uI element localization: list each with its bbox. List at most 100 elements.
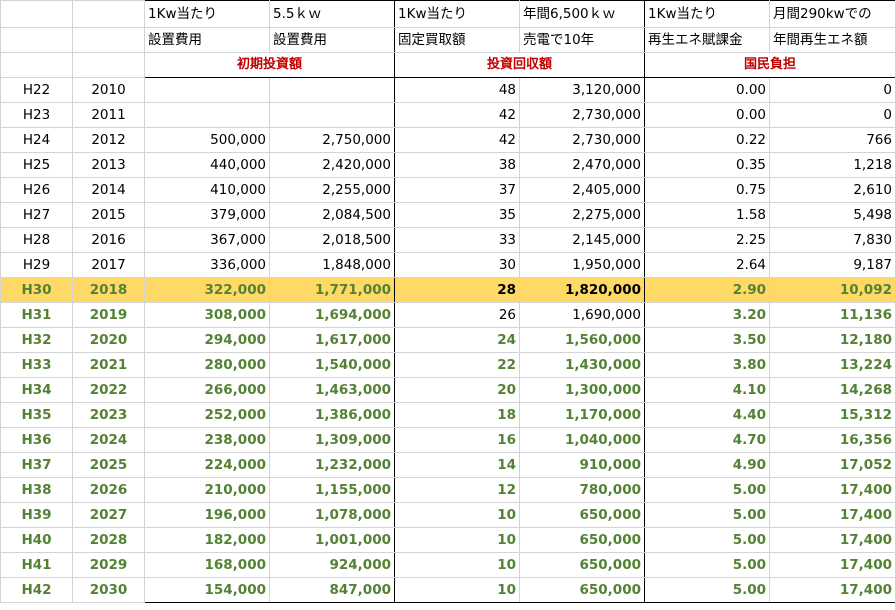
levy-cell[interactable]: 0.00 xyxy=(644,102,770,128)
total-cost-cell[interactable]: 2,750,000 xyxy=(269,127,395,153)
total-cost-cell[interactable]: 1,001,000 xyxy=(269,527,395,553)
era-cell[interactable]: H38 xyxy=(0,477,73,503)
total-cost-cell[interactable]: 1,155,000 xyxy=(269,477,395,503)
return-10y-cell[interactable]: 1,820,000 xyxy=(519,277,645,303)
return-10y-cell[interactable]: 1,950,000 xyxy=(519,252,645,278)
fit-price-cell[interactable]: 16 xyxy=(394,427,520,453)
header-total-cost-line2[interactable]: 設置費用 xyxy=(269,27,395,53)
year-cell[interactable]: 2014 xyxy=(72,177,145,203)
year-cell[interactable]: 2022 xyxy=(72,377,145,403)
era-cell[interactable]: H23 xyxy=(0,102,73,128)
levy-cell[interactable]: 3.20 xyxy=(644,302,770,328)
header-cell-blank[interactable] xyxy=(0,27,73,53)
annual-levy-cell[interactable]: 16,356 xyxy=(769,427,895,453)
unit-cost-cell[interactable]: 238,000 xyxy=(144,427,270,453)
era-cell[interactable]: H41 xyxy=(0,552,73,578)
levy-cell[interactable]: 0.00 xyxy=(644,77,770,103)
era-cell[interactable]: H40 xyxy=(0,527,73,553)
total-cost-cell[interactable]: 1,078,000 xyxy=(269,502,395,528)
year-cell[interactable]: 2011 xyxy=(72,102,145,128)
header-return-line1[interactable]: 年間6,500ｋｗ xyxy=(519,0,645,28)
fit-price-cell[interactable]: 24 xyxy=(394,327,520,353)
fit-price-cell[interactable]: 42 xyxy=(394,102,520,128)
era-cell[interactable]: H22 xyxy=(0,77,73,103)
return-10y-cell[interactable]: 2,145,000 xyxy=(519,227,645,253)
era-cell[interactable]: H24 xyxy=(0,127,73,153)
annual-levy-cell[interactable]: 17,400 xyxy=(769,527,895,553)
total-cost-cell[interactable]: 2,420,000 xyxy=(269,152,395,178)
levy-cell[interactable]: 3.50 xyxy=(644,327,770,353)
unit-cost-cell[interactable]: 266,000 xyxy=(144,377,270,403)
unit-cost-cell[interactable]: 182,000 xyxy=(144,527,270,553)
annual-levy-cell[interactable]: 7,830 xyxy=(769,227,895,253)
fit-price-cell[interactable]: 30 xyxy=(394,252,520,278)
fit-price-cell[interactable]: 10 xyxy=(394,502,520,528)
unit-cost-cell[interactable]: 367,000 xyxy=(144,227,270,253)
fit-price-cell[interactable]: 20 xyxy=(394,377,520,403)
year-cell[interactable]: 2025 xyxy=(72,452,145,478)
levy-cell[interactable]: 0.35 xyxy=(644,152,770,178)
annual-levy-cell[interactable]: 11,136 xyxy=(769,302,895,328)
return-10y-cell[interactable]: 1,690,000 xyxy=(519,302,645,328)
unit-cost-cell[interactable] xyxy=(144,77,270,103)
header-cell-blank[interactable] xyxy=(0,52,73,78)
levy-cell[interactable]: 5.00 xyxy=(644,552,770,578)
total-cost-cell[interactable]: 847,000 xyxy=(269,577,395,603)
header-unit-cost-line1[interactable]: 1Kw当たり xyxy=(144,0,270,28)
levy-cell[interactable]: 0.22 xyxy=(644,127,770,153)
annual-levy-cell[interactable]: 15,312 xyxy=(769,402,895,428)
unit-cost-cell[interactable]: 308,000 xyxy=(144,302,270,328)
year-cell[interactable]: 2012 xyxy=(72,127,145,153)
section-initial-investment[interactable]: 初期投資額 xyxy=(144,52,395,78)
annual-levy-cell[interactable]: 17,400 xyxy=(769,577,895,603)
total-cost-cell[interactable] xyxy=(269,77,395,103)
return-10y-cell[interactable]: 1,040,000 xyxy=(519,427,645,453)
fit-price-cell[interactable]: 10 xyxy=(394,577,520,603)
era-cell[interactable]: H25 xyxy=(0,152,73,178)
era-cell[interactable]: H27 xyxy=(0,202,73,228)
year-cell[interactable]: 2017 xyxy=(72,252,145,278)
era-cell[interactable]: H37 xyxy=(0,452,73,478)
levy-cell[interactable]: 4.70 xyxy=(644,427,770,453)
header-return-line2[interactable]: 売電で10年 xyxy=(519,27,645,53)
annual-levy-cell[interactable]: 1,218 xyxy=(769,152,895,178)
total-cost-cell[interactable]: 1,694,000 xyxy=(269,302,395,328)
unit-cost-cell[interactable]: 336,000 xyxy=(144,252,270,278)
levy-cell[interactable]: 4.40 xyxy=(644,402,770,428)
levy-cell[interactable]: 2.25 xyxy=(644,227,770,253)
total-cost-cell[interactable]: 1,309,000 xyxy=(269,427,395,453)
total-cost-cell[interactable]: 1,232,000 xyxy=(269,452,395,478)
era-cell[interactable]: H30 xyxy=(0,277,73,303)
unit-cost-cell[interactable]: 196,000 xyxy=(144,502,270,528)
header-unit-cost-line2[interactable]: 設置費用 xyxy=(144,27,270,53)
fit-price-cell[interactable]: 48 xyxy=(394,77,520,103)
fit-price-cell[interactable]: 28 xyxy=(394,277,520,303)
era-cell[interactable]: H42 xyxy=(0,577,73,603)
annual-levy-cell[interactable]: 14,268 xyxy=(769,377,895,403)
return-10y-cell[interactable]: 780,000 xyxy=(519,477,645,503)
levy-cell[interactable]: 5.00 xyxy=(644,577,770,603)
unit-cost-cell[interactable]: 410,000 xyxy=(144,177,270,203)
annual-levy-cell[interactable]: 17,400 xyxy=(769,502,895,528)
fit-price-cell[interactable]: 10 xyxy=(394,527,520,553)
return-10y-cell[interactable]: 910,000 xyxy=(519,452,645,478)
year-cell[interactable]: 2029 xyxy=(72,552,145,578)
year-cell[interactable]: 2028 xyxy=(72,527,145,553)
annual-levy-cell[interactable]: 12,180 xyxy=(769,327,895,353)
era-cell[interactable]: H26 xyxy=(0,177,73,203)
header-cell-blank[interactable] xyxy=(72,52,145,78)
return-10y-cell[interactable]: 2,405,000 xyxy=(519,177,645,203)
fit-price-cell[interactable]: 38 xyxy=(394,152,520,178)
total-cost-cell[interactable]: 2,255,000 xyxy=(269,177,395,203)
section-investment-return[interactable]: 投資回収額 xyxy=(394,52,645,78)
annual-levy-cell[interactable]: 13,224 xyxy=(769,352,895,378)
year-cell[interactable]: 2010 xyxy=(72,77,145,103)
levy-cell[interactable]: 3.80 xyxy=(644,352,770,378)
fit-price-cell[interactable]: 22 xyxy=(394,352,520,378)
header-cell-year[interactable] xyxy=(72,0,145,28)
fit-price-cell[interactable]: 10 xyxy=(394,552,520,578)
total-cost-cell[interactable]: 1,463,000 xyxy=(269,377,395,403)
year-cell[interactable]: 2016 xyxy=(72,227,145,253)
year-cell[interactable]: 2018 xyxy=(72,277,145,303)
header-annual-levy-line2[interactable]: 年間再生エネ額 xyxy=(769,27,895,53)
